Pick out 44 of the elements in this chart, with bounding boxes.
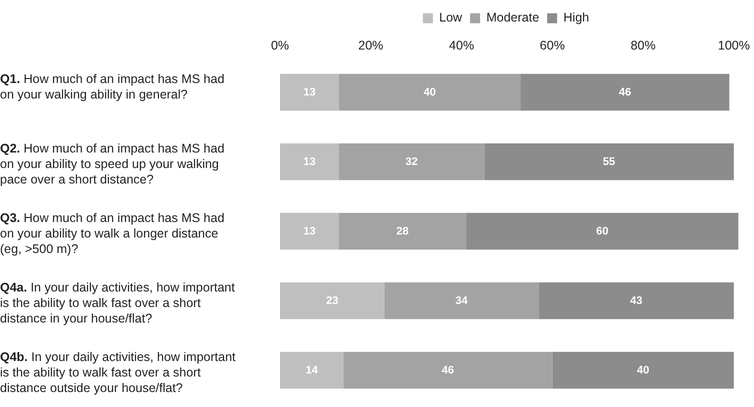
- legend-label: High: [563, 10, 590, 25]
- data-label: 40: [636, 364, 650, 376]
- bar: [280, 352, 344, 389]
- x-tick-label: 60%: [540, 38, 565, 52]
- data-label: 34: [455, 294, 469, 307]
- bar: [520, 74, 730, 111]
- bar: [339, 143, 484, 180]
- legend-label: Low: [439, 10, 464, 25]
- legend-label: Moderate: [486, 10, 540, 25]
- x-tick-label: 20%: [358, 38, 384, 52]
- y-tick-label: Q2. How much of an impact has MS had on your ability to speed up your walking pace over a short distance?: [0, 141, 224, 186]
- y-tick-label: Q1. How much of an impact has MS had on your walking ability in general?: [0, 72, 224, 102]
- y-tick-label: Q3. How much of an impact has MS had on your ability to walk a longer distance (eg, >500 m)?: [0, 210, 224, 256]
- y-tick-label: Q4b. In your daily activities, how important is the ability to walk fast over a short distance outside your house/flat?: [0, 350, 236, 395]
- bar: [280, 282, 384, 320]
- data-label: 60: [596, 225, 608, 238]
- y-tick-label: Q4a. In your daily activities, how important is the ability to walk fast over a short distance in your house/flat?: [0, 280, 236, 326]
- data-label: 55: [602, 156, 616, 168]
- data-label: 13: [303, 86, 316, 98]
- bar: [344, 352, 552, 389]
- data-label: 46: [618, 86, 632, 98]
- x-tick-label: 80%: [630, 38, 656, 52]
- data-label: 23: [326, 294, 338, 307]
- bar: [339, 212, 466, 250]
- bar: [552, 352, 734, 389]
- bar: [466, 212, 738, 250]
- bar: [280, 143, 340, 180]
- data-label: 13: [303, 225, 316, 238]
- bar: [280, 74, 340, 111]
- bar: [384, 282, 539, 320]
- data-label: 46: [442, 364, 454, 376]
- bar: [339, 74, 521, 111]
- x-tick-label: 40%: [449, 38, 474, 52]
- data-label: 32: [406, 156, 418, 168]
- bar: [280, 212, 340, 250]
- data-label: 40: [424, 86, 436, 98]
- x-tick-label: 0%: [270, 38, 290, 52]
- data-label: 14: [306, 364, 319, 376]
- bar: [538, 282, 734, 320]
- bar: [484, 143, 734, 180]
- data-label: 43: [630, 294, 642, 307]
- x-tick-label: 100%: [718, 38, 750, 52]
- data-label: 28: [396, 225, 409, 238]
- data-label: 13: [303, 156, 316, 168]
